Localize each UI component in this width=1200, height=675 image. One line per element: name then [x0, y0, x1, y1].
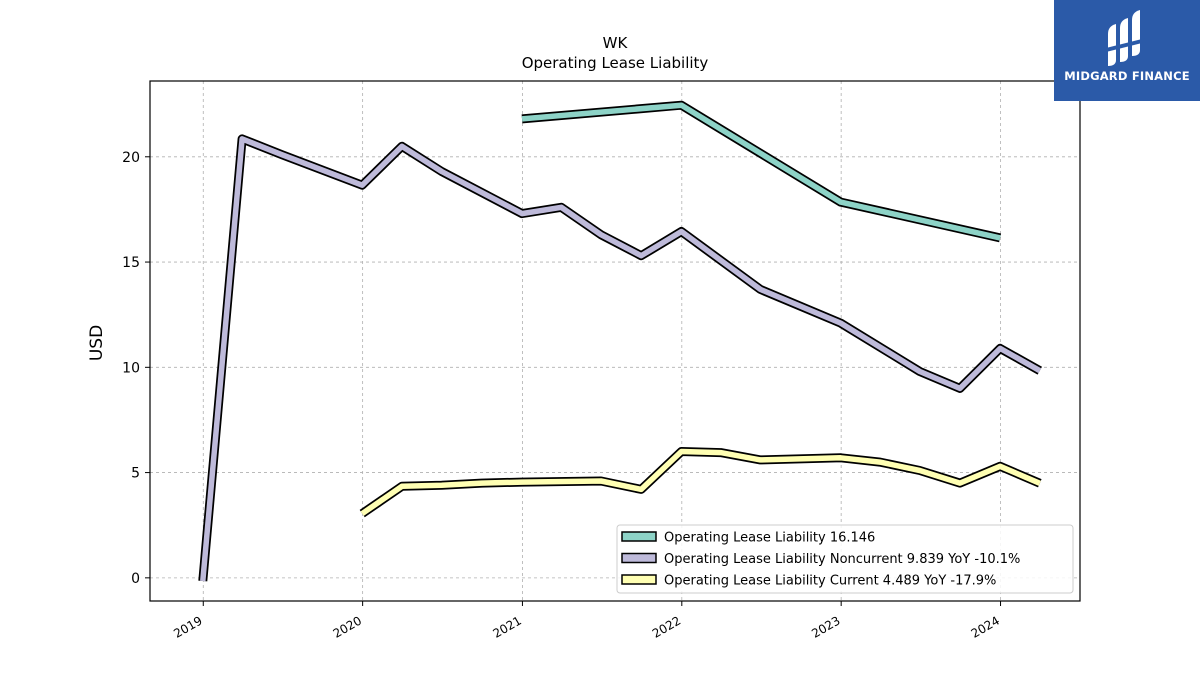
plot-frame: [149, 80, 1081, 602]
x-tick-label: 2021: [490, 613, 523, 640]
x-tick-label: 2020: [331, 613, 364, 640]
legend-label: Operating Lease Liability Noncurrent 9.8…: [664, 552, 1020, 567]
series-line-3: [359, 447, 1042, 518]
x-tick-label: 2022: [650, 613, 683, 640]
y-tick-label: 15: [122, 255, 140, 271]
legend-swatch: [621, 531, 657, 542]
brand-mark-icon: [1106, 10, 1146, 66]
y-tick-label: 0: [131, 571, 140, 587]
series-outline: [198, 134, 1043, 582]
x-tick-label: 2023: [809, 613, 842, 640]
legend-swatch: [621, 574, 657, 585]
series-outline: [521, 100, 1002, 243]
legend-box: [616, 524, 1074, 594]
series-fill-line: [521, 102, 1001, 241]
chart-title: WK: [603, 34, 629, 52]
series-fill-line: [200, 136, 1042, 582]
x-tick-label: 2024: [969, 613, 1002, 640]
legend-label: Operating Lease Liability Current 4.489 …: [664, 574, 996, 589]
series-lines: [198, 100, 1043, 582]
series-fill-line: [360, 448, 1041, 516]
x-tick-label: 2019: [171, 613, 204, 640]
series-line-1: [521, 100, 1002, 243]
y-axis-label: USD: [87, 325, 107, 361]
y-tick-label: 20: [122, 150, 140, 166]
brand-logo: MIDGARD FINANCE: [1054, 0, 1200, 101]
y-tick-label: 10: [122, 360, 140, 376]
y-tick-label: 5: [131, 466, 140, 482]
legend-swatch: [621, 552, 657, 564]
legend-label: Operating Lease Liability 16.146: [664, 531, 875, 546]
brand-name: MIDGARD FINANCE: [1064, 69, 1190, 83]
series-line-2: [198, 134, 1043, 582]
chart-subtitle: Operating Lease Liability: [522, 54, 709, 72]
legend: Operating Lease Liability 16.146 Operatin…: [616, 524, 1074, 594]
